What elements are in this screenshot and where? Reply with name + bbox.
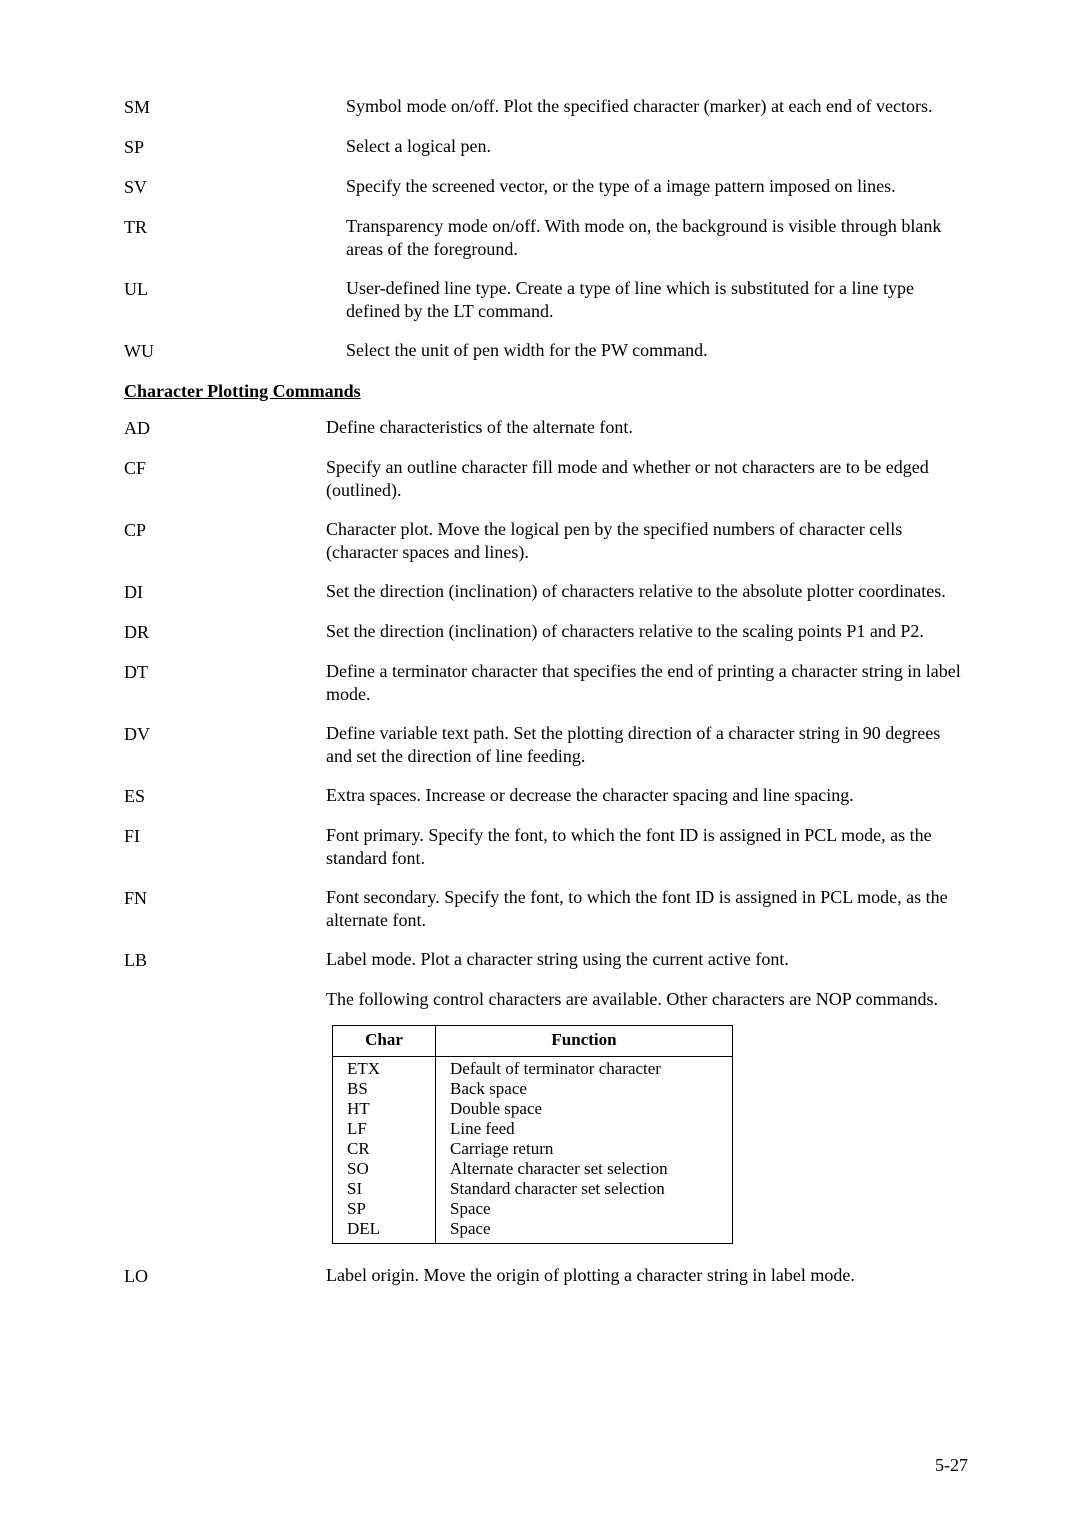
command-row: CPCharacter plot. Move the logical pen b… bbox=[124, 518, 970, 564]
commands-group-c: LOLabel origin. Move the origin of plott… bbox=[124, 1264, 970, 1288]
ctrl-func: Back space bbox=[450, 1079, 722, 1099]
command-row: ULUser-defined line type. Create a type … bbox=[124, 277, 970, 323]
command-code: ES bbox=[124, 784, 326, 808]
ctrl-char: HT bbox=[347, 1099, 425, 1119]
command-row: LOLabel origin. Move the origin of plott… bbox=[124, 1264, 970, 1288]
command-description: Character plot. Move the logical pen by … bbox=[326, 518, 970, 564]
command-code: FI bbox=[124, 824, 326, 870]
ctrl-func: Standard character set selection bbox=[450, 1179, 722, 1199]
command-code: CP bbox=[124, 518, 326, 564]
command-row: DISet the direction (inclination) of cha… bbox=[124, 580, 970, 604]
command-description: Symbol mode on/off. Plot the specified c… bbox=[346, 95, 970, 119]
command-code: DV bbox=[124, 722, 326, 768]
ctrl-char: SI bbox=[347, 1179, 425, 1199]
command-row: ADDefine characteristics of the alternat… bbox=[124, 416, 970, 440]
command-row: LBLabel mode. Plot a character string us… bbox=[124, 948, 970, 972]
command-description: Define characteristics of the alternate … bbox=[326, 416, 970, 440]
command-row: DTDefine a terminator character that spe… bbox=[124, 660, 970, 706]
document-page: SMSymbol mode on/off. Plot the specified… bbox=[0, 0, 1080, 1528]
command-code: AD bbox=[124, 416, 326, 440]
command-row: DVDefine variable text path. Set the plo… bbox=[124, 722, 970, 768]
command-description: Label origin. Move the origin of plottin… bbox=[326, 1264, 970, 1288]
command-description: Specify the screened vector, or the type… bbox=[346, 175, 970, 199]
command-code: DI bbox=[124, 580, 326, 604]
command-code: CF bbox=[124, 456, 326, 502]
ctrl-char: LF bbox=[347, 1119, 425, 1139]
command-code: SV bbox=[124, 175, 346, 199]
command-row: SMSymbol mode on/off. Plot the specified… bbox=[124, 95, 970, 119]
command-code: LB bbox=[124, 948, 326, 972]
table-cell-char: ETXBSHTLFCRSOSISPDEL bbox=[333, 1057, 436, 1244]
control-char-table: Char Function ETXBSHTLFCRSOSISPDEL Defau… bbox=[332, 1025, 733, 1244]
command-description: Extra spaces. Increase or decrease the c… bbox=[326, 784, 970, 808]
command-description: Label mode. Plot a character string usin… bbox=[326, 948, 970, 972]
commands-group-a: SMSymbol mode on/off. Plot the specified… bbox=[124, 95, 970, 363]
command-row: SVSpecify the screened vector, or the ty… bbox=[124, 175, 970, 199]
command-row: ESExtra spaces. Increase or decrease the… bbox=[124, 784, 970, 808]
command-code: LO bbox=[124, 1264, 326, 1288]
section-heading-char-plotting: Character Plotting Commands bbox=[124, 381, 970, 402]
command-description: Define variable text path. Set the plott… bbox=[326, 722, 970, 768]
command-code: DT bbox=[124, 660, 326, 706]
commands-group-b: ADDefine characteristics of the alternat… bbox=[124, 416, 970, 972]
command-row: FNFont secondary. Specify the font, to w… bbox=[124, 886, 970, 932]
command-description: Define a terminator character that speci… bbox=[326, 660, 970, 706]
command-row: FIFont primary. Specify the font, to whi… bbox=[124, 824, 970, 870]
ctrl-char: SO bbox=[347, 1159, 425, 1179]
command-code: DR bbox=[124, 620, 326, 644]
command-code: UL bbox=[124, 277, 346, 323]
command-code: WU bbox=[124, 339, 346, 363]
ctrl-func: Line feed bbox=[450, 1119, 722, 1139]
command-code: SM bbox=[124, 95, 346, 119]
command-description: Select a logical pen. bbox=[346, 135, 970, 159]
command-row: TRTransparency mode on/off. With mode on… bbox=[124, 215, 970, 261]
command-row: CFSpecify an outline character fill mode… bbox=[124, 456, 970, 502]
ctrl-func: Carriage return bbox=[450, 1139, 722, 1159]
ctrl-char: BS bbox=[347, 1079, 425, 1099]
ctrl-func: Alternate character set selection bbox=[450, 1159, 722, 1179]
ctrl-char: ETX bbox=[347, 1059, 425, 1079]
ctrl-func: Double space bbox=[450, 1099, 722, 1119]
command-description: Set the direction (inclination) of chara… bbox=[326, 580, 970, 604]
table-cell-func: Default of terminator characterBack spac… bbox=[436, 1057, 733, 1244]
command-row: DRSet the direction (inclination) of cha… bbox=[124, 620, 970, 644]
page-number: 5-27 bbox=[935, 1455, 968, 1476]
command-description: Select the unit of pen width for the PW … bbox=[346, 339, 970, 363]
lb-note: The following control characters are ava… bbox=[326, 988, 970, 1011]
command-description: Specify an outline character fill mode a… bbox=[326, 456, 970, 502]
command-description: Font secondary. Specify the font, to whi… bbox=[326, 886, 970, 932]
ctrl-char: CR bbox=[347, 1139, 425, 1159]
table-header-function: Function bbox=[436, 1026, 733, 1057]
command-description: Transparency mode on/off. With mode on, … bbox=[346, 215, 970, 261]
ctrl-func: Space bbox=[450, 1219, 722, 1239]
command-code: SP bbox=[124, 135, 346, 159]
ctrl-func: Space bbox=[450, 1199, 722, 1219]
command-row: WUSelect the unit of pen width for the P… bbox=[124, 339, 970, 363]
command-description: Font primary. Specify the font, to which… bbox=[326, 824, 970, 870]
command-code: TR bbox=[124, 215, 346, 261]
table-header-char: Char bbox=[333, 1026, 436, 1057]
ctrl-func: Default of terminator character bbox=[450, 1059, 722, 1079]
command-code: FN bbox=[124, 886, 326, 932]
command-description: User-defined line type. Create a type of… bbox=[346, 277, 970, 323]
command-row: SPSelect a logical pen. bbox=[124, 135, 970, 159]
ctrl-char: DEL bbox=[347, 1219, 425, 1239]
command-description: Set the direction (inclination) of chara… bbox=[326, 620, 970, 644]
ctrl-char: SP bbox=[347, 1199, 425, 1219]
